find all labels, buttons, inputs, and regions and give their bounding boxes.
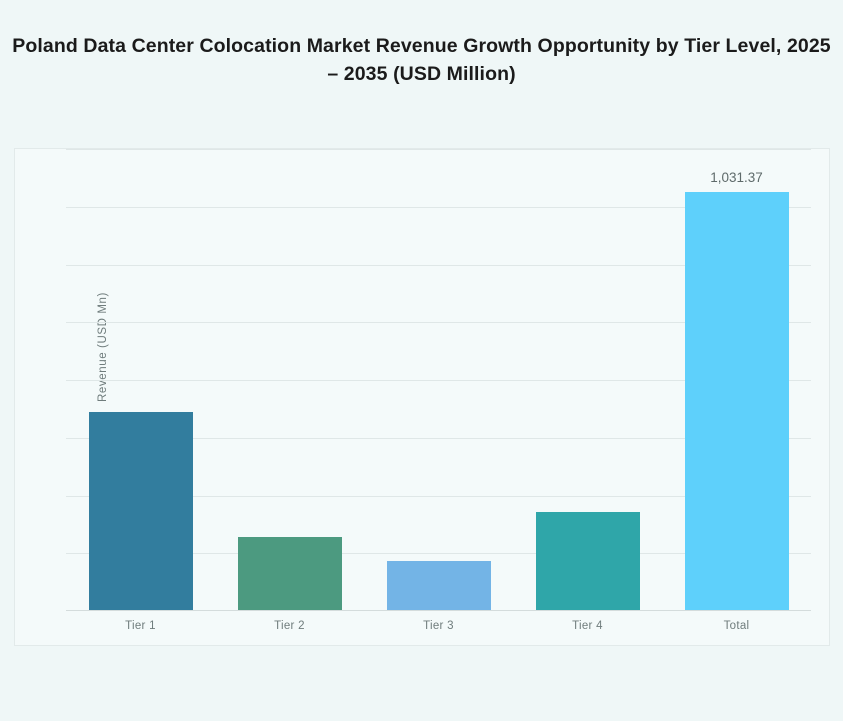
bar-tier-4[interactable] — [535, 512, 640, 610]
x-axis-label-tier-3: Tier 3 — [423, 620, 454, 632]
bar-tier-2[interactable] — [237, 537, 342, 610]
bar-group — [364, 149, 513, 611]
bar-tier-1[interactable] — [88, 412, 193, 610]
gridline — [66, 149, 811, 150]
gridline — [66, 265, 811, 266]
gridlines — [66, 149, 811, 611]
gridline — [66, 380, 811, 381]
bar-group: 1,031.37 — [662, 149, 811, 611]
gridline — [66, 207, 811, 208]
bar-total[interactable]: 1,031.37 — [684, 170, 789, 610]
bars-layer: 1,031.37 — [66, 149, 811, 611]
x-axis-baseline — [66, 610, 811, 611]
chart-title: Poland Data Center Colocation Market Rev… — [12, 35, 831, 86]
bar-group — [215, 149, 364, 611]
gridline — [66, 496, 811, 497]
gridline — [66, 322, 811, 323]
x-axis-label-tier-2: Tier 2 — [274, 620, 305, 632]
x-axis-label-tier-1: Tier 1 — [125, 620, 156, 632]
gridline — [66, 438, 811, 439]
x-axis-label-total: Total — [723, 620, 750, 632]
bar-value-label: 1,031.37 — [710, 169, 763, 185]
x-axis-label-tier-4: Tier 4 — [572, 620, 603, 632]
bar-tier-3[interactable] — [386, 561, 491, 610]
bar-group — [66, 149, 215, 611]
bar-group — [513, 149, 662, 611]
gridline — [66, 553, 811, 554]
plot-panel: Revenue (USD Mn) 1,031.37 Tier 1 Tier 2 Ti… — [14, 148, 830, 646]
x-axis-labels: Tier 1 Tier 2 Tier 3 Tier 4 Total — [66, 611, 811, 647]
